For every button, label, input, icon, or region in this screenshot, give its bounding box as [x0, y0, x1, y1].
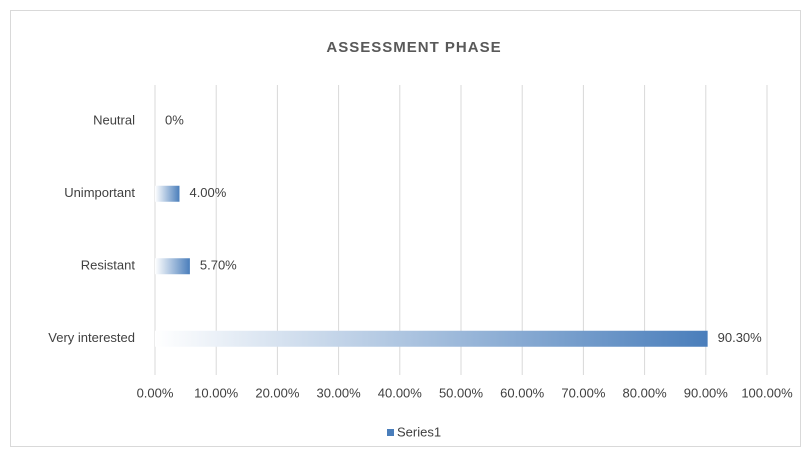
x-tick-label: 30.00%: [317, 385, 362, 400]
x-tick-label: 80.00%: [623, 385, 668, 400]
legend-label: Series1: [397, 424, 441, 439]
x-tick-label: 40.00%: [378, 385, 423, 400]
y-tick-label: Very interested: [48, 330, 135, 345]
x-tick-label: 20.00%: [255, 385, 300, 400]
x-tick-label: 50.00%: [439, 385, 484, 400]
x-tick-label: 10.00%: [194, 385, 239, 400]
y-tick-label: Unimportant: [64, 185, 135, 200]
x-tick-label: 70.00%: [561, 385, 606, 400]
value-label: 4.00%: [189, 185, 226, 200]
y-tick-label: Resistant: [81, 258, 136, 273]
value-label: 90.30%: [718, 330, 763, 345]
chart-border: [10, 10, 801, 447]
chart-title: ASSESSMENT PHASE: [326, 39, 501, 56]
x-tick-label: 60.00%: [500, 385, 545, 400]
x-tick-label: 90.00%: [684, 385, 729, 400]
y-tick-label: Neutral: [93, 113, 135, 128]
x-tick-label: 0.00%: [137, 385, 174, 400]
x-tick-label: 100.00%: [741, 385, 793, 400]
value-label: 5.70%: [200, 258, 237, 273]
value-label: 0%: [165, 113, 184, 128]
bar: [155, 258, 190, 275]
bar: [155, 185, 180, 202]
legend-swatch: [387, 429, 394, 436]
bar: [155, 330, 708, 347]
